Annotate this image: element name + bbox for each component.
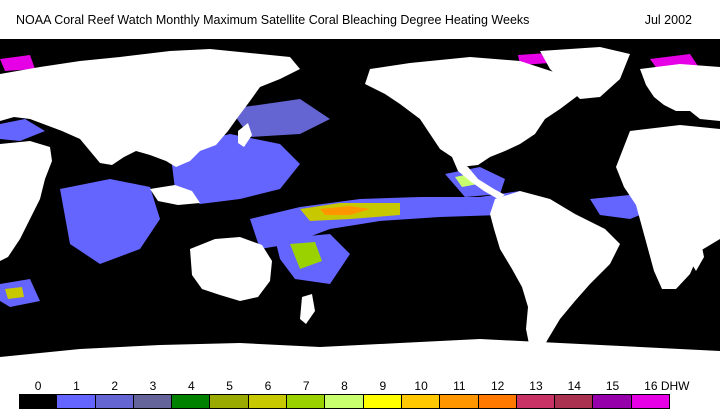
- legend-tick-16: 16: [644, 379, 658, 393]
- land-arabia: [0, 149, 24, 179]
- map-canvas: [0, 39, 720, 365]
- legend-swatch-0: [19, 394, 58, 409]
- legend-tick-7: 7: [302, 379, 310, 393]
- legend-tick-10: 10: [414, 379, 428, 393]
- legend-swatch-8: [325, 394, 364, 409]
- legend-tick-9: 9: [379, 379, 387, 393]
- legend-tick-8: 8: [341, 379, 348, 393]
- dhw-patch-mediterranean: [0, 119, 45, 141]
- land-south-america: [490, 191, 620, 357]
- dhw-patch-indian-ocean: [60, 179, 160, 264]
- legend-swatch-7: [287, 394, 326, 409]
- dhw-patch-central-pacific-core: [290, 242, 322, 269]
- dhw-patch-west-pacific: [170, 134, 300, 204]
- land-europe-asia: [0, 49, 300, 167]
- land-central-america: [452, 157, 505, 199]
- legend-tick-12: 12: [490, 379, 505, 393]
- legend-swatch-1: [57, 394, 96, 409]
- land-masses: [0, 47, 720, 365]
- land-north-america: [365, 57, 580, 167]
- legend-tick-5: 5: [226, 379, 233, 393]
- legend-swatch-5: [210, 394, 249, 409]
- land-indonesia: [150, 185, 200, 205]
- legend-swatch-16: [631, 394, 670, 409]
- legend-tick-13: 13: [529, 379, 543, 393]
- land-australia: [190, 237, 272, 301]
- legend-swatch-2: [95, 394, 134, 409]
- legend-tick-1: 1: [73, 379, 80, 393]
- land-madagascar: [690, 237, 704, 271]
- dhw-patch-south-indian-core: [5, 287, 24, 299]
- legend-swatch-3: [133, 394, 173, 409]
- dhw-patches: [0, 53, 700, 307]
- dhw-legend: 0 1 2 3 4 5 6 7 8 9 10 11 12 13 14 15 16 DHW: [0, 374, 720, 411]
- date-label: Jul 2002: [644, 13, 692, 27]
- legend-tick-6: 6: [264, 379, 272, 393]
- title-text: NOAA Coral Reef Watch Monthly Maximum Sa…: [16, 13, 530, 27]
- land-greenland: [540, 47, 630, 99]
- legend-tick-0: 0: [34, 379, 42, 393]
- dhw-patch-arctic-west: [0, 55, 35, 71]
- land-new-zealand: [300, 294, 315, 324]
- legend-tick-3: 3: [149, 379, 157, 393]
- legend-tick-15: 15: [605, 379, 620, 393]
- legend-tick-2: 2: [111, 379, 119, 393]
- dhw-patch-east-pacific-band: [250, 191, 530, 249]
- legend-swatch-15: [593, 394, 632, 409]
- land-japan: [238, 123, 252, 147]
- legend-swatch-6: [248, 394, 288, 409]
- legend-swatch-13: [516, 394, 556, 409]
- land-europe-east: [640, 64, 720, 121]
- legend-tick-11: 11: [453, 379, 466, 393]
- legend-unit: DHW: [660, 379, 690, 393]
- legend-swatch-9: [363, 394, 402, 409]
- land-antarctica: [0, 339, 720, 365]
- legend-swatch-11: [440, 394, 479, 409]
- legend-swatch-12: [478, 394, 517, 409]
- legend-tick-14: 14: [567, 379, 581, 393]
- map-title: NOAA Coral Reef Watch Monthly Maximum Sa…: [16, 13, 706, 27]
- dhw-patch-north-pacific: [230, 99, 330, 137]
- world-map: [0, 39, 720, 365]
- dhw-patch-east-pacific-hot: [320, 206, 370, 215]
- legend-swatch-10: [401, 394, 441, 409]
- dhw-patch-arctic-north: [518, 53, 550, 65]
- legend-swatch-14: [555, 394, 594, 409]
- legend-swatch-4: [172, 394, 211, 409]
- legend-tick-4: 4: [187, 379, 195, 393]
